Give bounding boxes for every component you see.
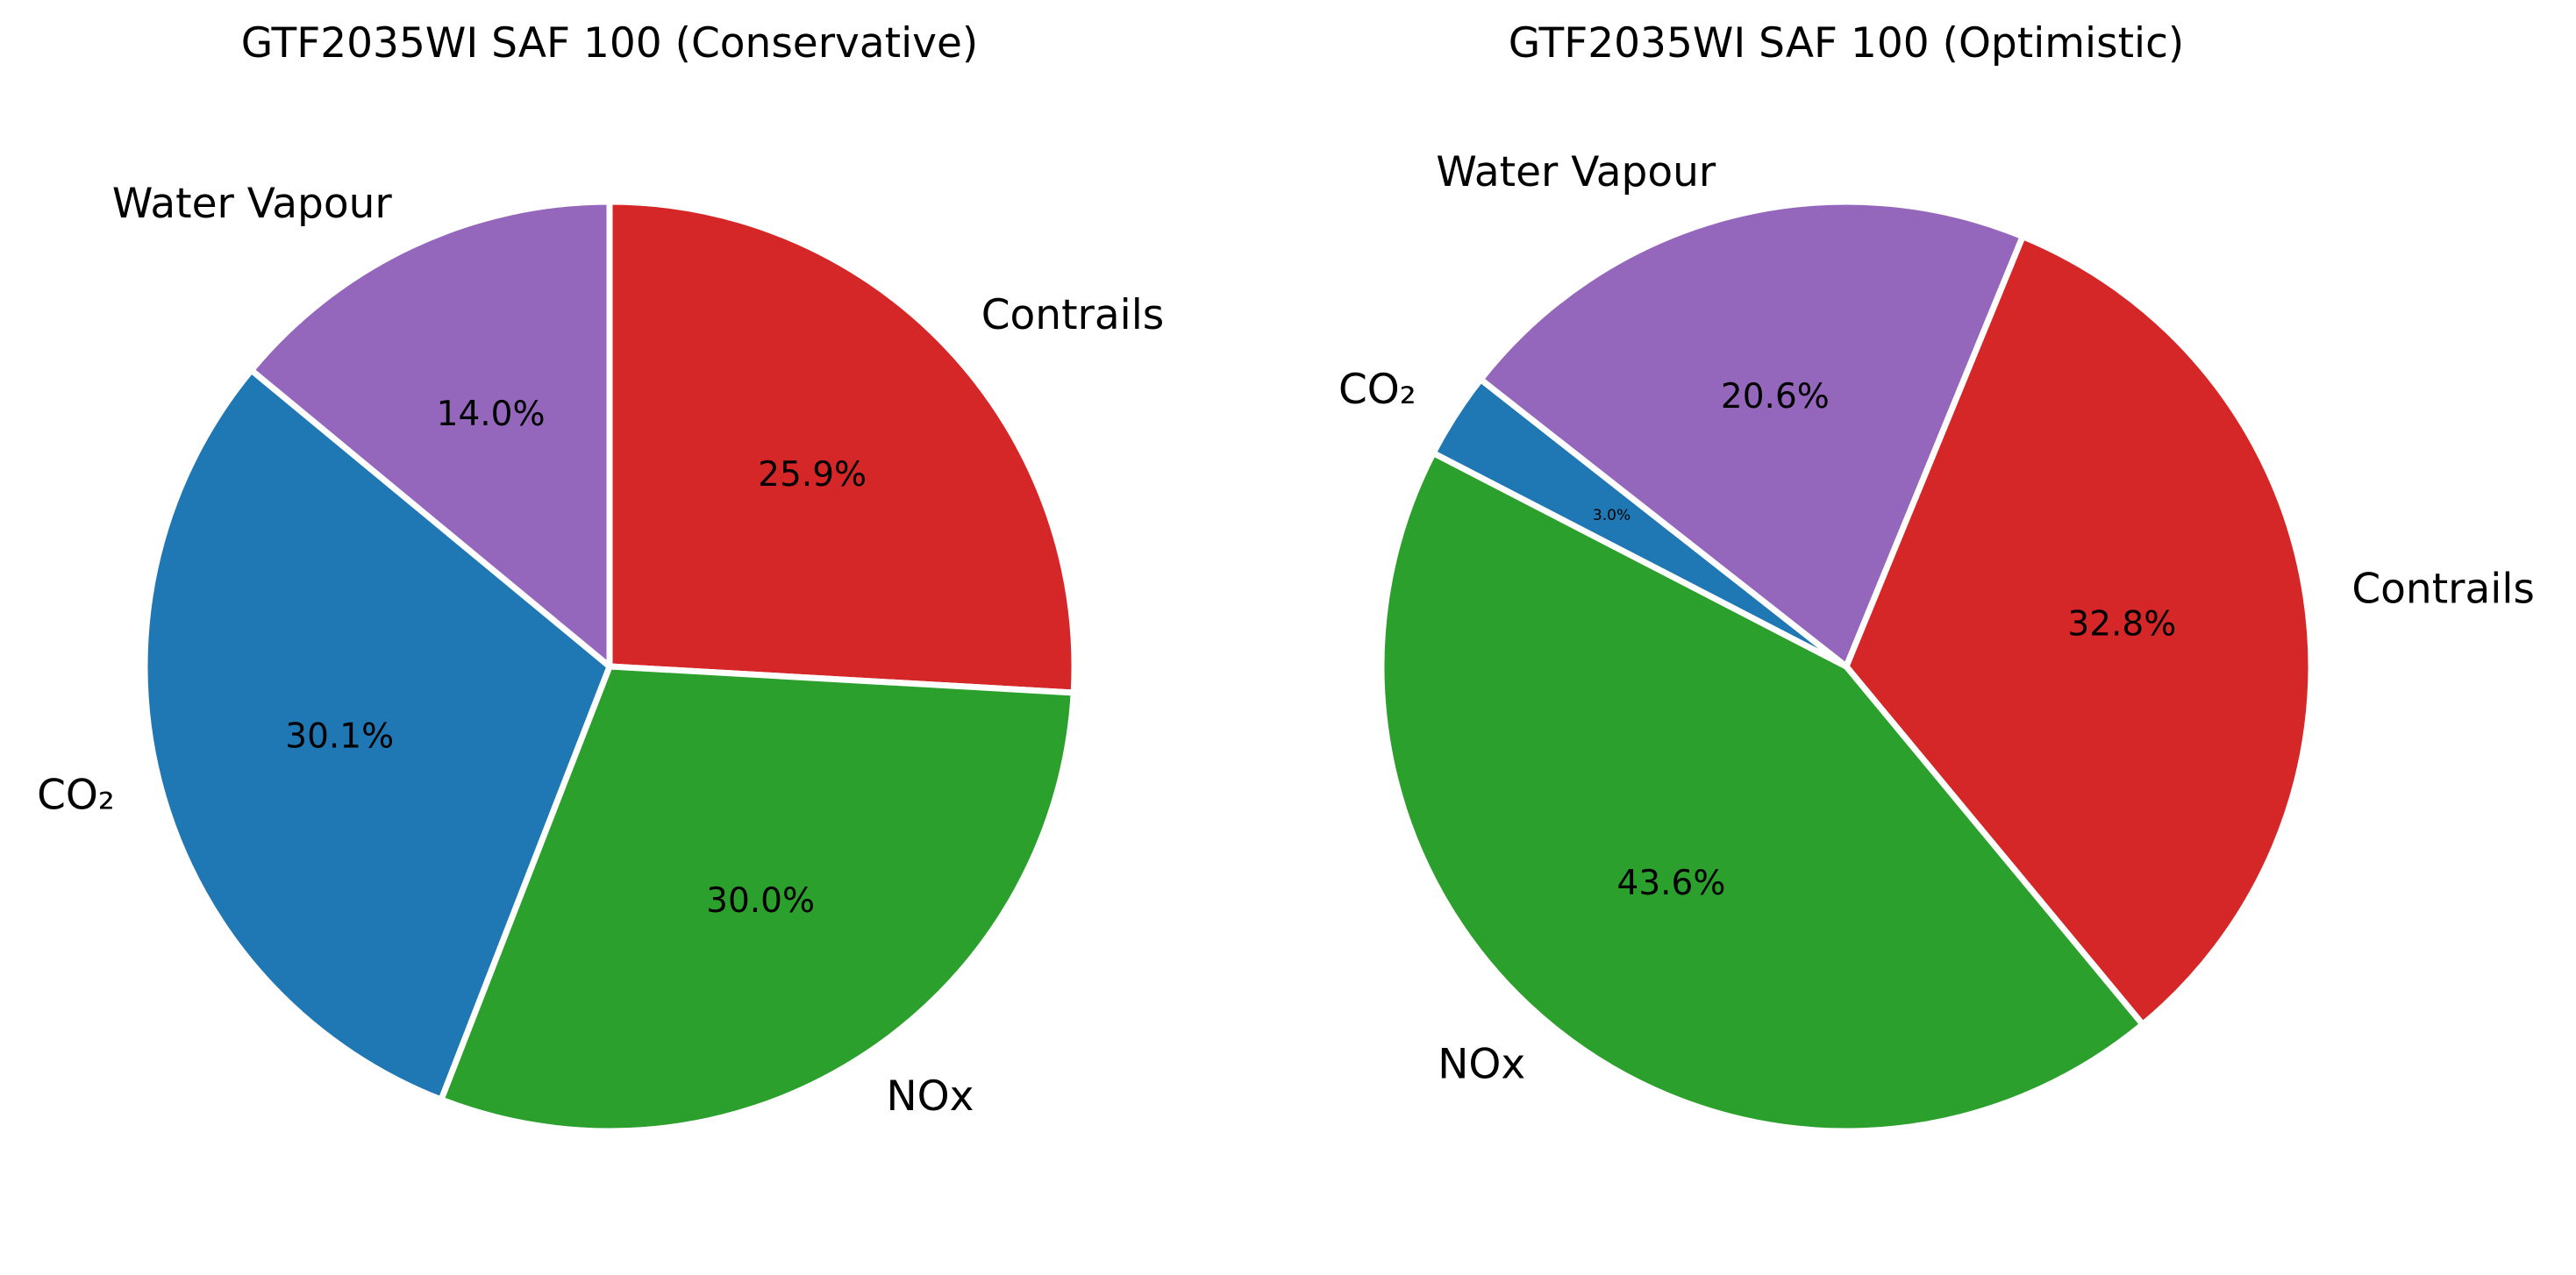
category-label-nox-optimistic: NOx [1438, 1040, 1525, 1088]
percent-label-water-vapour-optimistic: 20.6% [1721, 377, 1830, 417]
pie-slice-contrails-optimistic [1843, 233, 2315, 1028]
percent-label-nox-optimistic: 43.6% [1617, 864, 1726, 903]
pie-slices-optimistic [1378, 198, 2315, 1135]
chart-title-conservative: GTF2035WI SAF 100 (Conservative) [241, 19, 978, 68]
pie-slice-water-vapour-optimistic [1477, 198, 2026, 670]
category-label-co2-conservative: CO₂ [37, 771, 115, 819]
percent-label-water-vapour-conservative: 14.0% [437, 395, 546, 434]
category-label-contrails-conservative: Contrails [981, 291, 1165, 339]
pie-slices-conservative [141, 198, 1078, 1135]
percent-labels-conservative: 25.9% 30.0% 30.1% 14.0% [285, 395, 867, 921]
category-labels-optimistic: Contrails NOx CO₂ Water Vapour [1338, 148, 2535, 1089]
category-label-nox-conservative: NOx [886, 1072, 974, 1121]
pie-slice-nox-conservative [438, 663, 1077, 1135]
pie-chart-conservative: GTF2035WI SAF 100 (Conservative) 25.9% 30… [37, 19, 1164, 1135]
category-label-co2-optimistic: CO₂ [1338, 366, 1416, 414]
chart-title-optimistic: GTF2035WI SAF 100 (Optimistic) [1509, 19, 2185, 68]
category-labels-conservative: Contrails NOx CO₂ Water Vapour [37, 180, 1164, 1121]
pie-slice-nox-optimistic [1378, 450, 2146, 1135]
pie-slice-contrails-conservative [606, 198, 1078, 696]
percent-labels-optimistic: 32.8% 43.6% 3.0% 20.6% [1593, 377, 2176, 903]
pie-slice-co2-conservative [141, 367, 613, 1103]
pie-chart-optimistic: GTF2035WI SAF 100 (Optimistic) 32.8% 43.6… [1338, 19, 2535, 1135]
percent-label-nox-conservative: 30.0% [706, 881, 815, 921]
percent-label-contrails-conservative: 25.9% [758, 455, 867, 495]
category-label-water-vapour-optimistic: Water Vapour [1436, 148, 1716, 196]
percent-label-contrails-optimistic: 32.8% [2067, 605, 2176, 645]
category-label-contrails-optimistic: Contrails [2351, 566, 2535, 614]
percent-label-co2-optimistic: 3.0% [1593, 507, 1631, 524]
pie-slice-water-vapour-conservative [248, 198, 613, 670]
percent-label-co2-conservative: 30.1% [285, 717, 394, 757]
category-label-water-vapour-conservative: Water Vapour [112, 180, 393, 228]
